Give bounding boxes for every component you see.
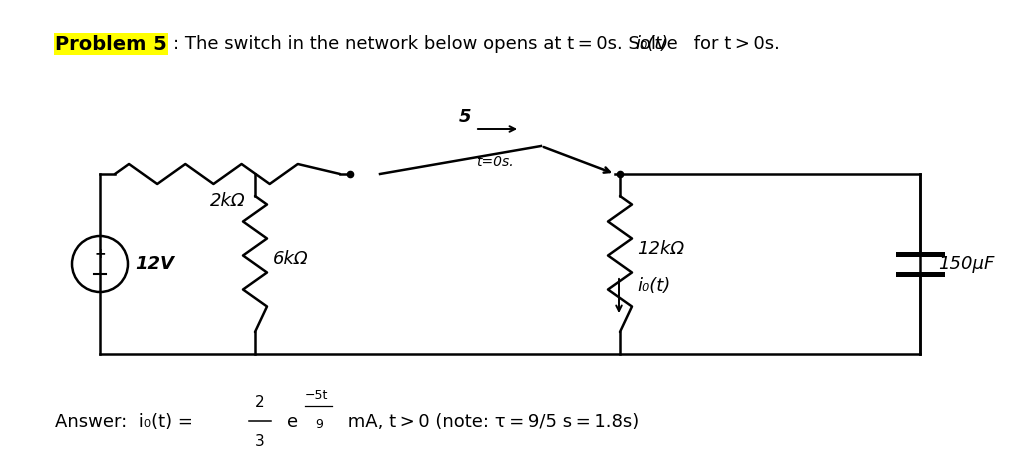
Text: 5: 5 (459, 108, 471, 126)
Text: mA, t > 0 (note: τ = 9/5 s = 1.8s): mA, t > 0 (note: τ = 9/5 s = 1.8s) (342, 413, 639, 431)
Text: 6kΩ: 6kΩ (273, 250, 308, 268)
Text: i₀(t): i₀(t) (637, 277, 671, 295)
Text: for t > 0s.: for t > 0s. (688, 35, 780, 53)
Text: +: + (94, 247, 105, 261)
Text: 12V: 12V (135, 255, 174, 273)
Text: −5t: −5t (305, 389, 329, 402)
Text: t=0s.: t=0s. (476, 155, 514, 169)
Text: 2: 2 (255, 395, 265, 410)
Text: i₀(t): i₀(t) (635, 35, 669, 53)
Text: e: e (287, 413, 298, 431)
Text: Answer:  i₀(t) =: Answer: i₀(t) = (55, 413, 199, 431)
Text: 2kΩ: 2kΩ (210, 192, 246, 210)
Text: : The switch in the network below opens at t = 0s. Solve: : The switch in the network below opens … (173, 35, 683, 53)
Text: 9: 9 (315, 418, 323, 431)
Text: Problem 5: Problem 5 (55, 35, 167, 54)
Text: 3: 3 (255, 434, 265, 449)
Text: 12kΩ: 12kΩ (637, 240, 684, 258)
Text: 150μF: 150μF (938, 255, 994, 273)
